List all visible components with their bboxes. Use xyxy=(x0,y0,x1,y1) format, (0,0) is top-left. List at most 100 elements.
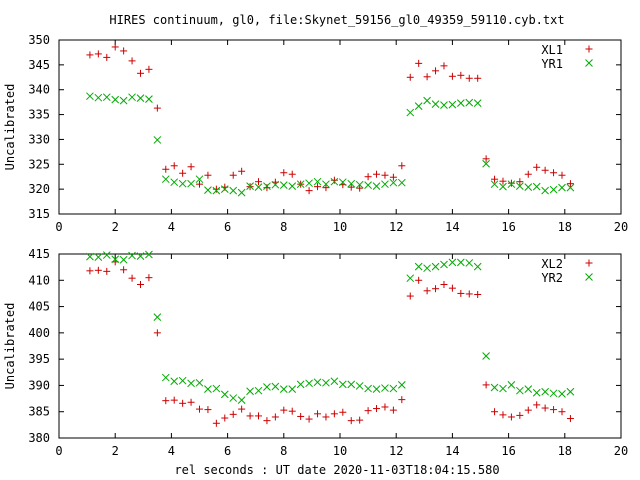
data-point-yr2 xyxy=(263,383,271,391)
data-point-yr1 xyxy=(212,186,221,195)
data-point-xl1 xyxy=(423,73,431,81)
data-point-xl1 xyxy=(145,65,153,73)
data-point-yr2 xyxy=(499,384,507,393)
data-point-yr2 xyxy=(456,258,465,267)
data-point-xl2 xyxy=(415,276,423,284)
y-tick-label: 400 xyxy=(28,326,50,340)
data-point-xl2 xyxy=(491,408,499,416)
data-point-yr1 xyxy=(237,188,246,197)
y-tick-label: 390 xyxy=(28,378,50,392)
data-point-xl2 xyxy=(347,417,355,425)
data-point-yr1 xyxy=(524,183,533,192)
data-point-yr1 xyxy=(263,182,271,191)
y-tick-label: 385 xyxy=(28,405,50,419)
data-point-xl2 xyxy=(507,413,515,421)
data-point-xl2 xyxy=(381,403,389,411)
data-point-xl1 xyxy=(179,169,187,177)
data-point-xl2 xyxy=(398,396,406,404)
x-tick-label: 4 xyxy=(168,444,175,458)
top-data-points xyxy=(86,43,575,197)
data-point-yr1 xyxy=(515,182,524,191)
bottom-data-points xyxy=(86,250,575,427)
legend-marker-yr1 xyxy=(585,59,593,67)
data-point-yr1 xyxy=(389,178,398,187)
data-point-xl1 xyxy=(263,184,271,192)
y-tick-label: 410 xyxy=(28,273,50,287)
data-point-xl1 xyxy=(507,179,515,187)
data-point-xl1 xyxy=(103,53,111,61)
data-point-yr1 xyxy=(440,101,448,109)
data-point-xl1 xyxy=(381,171,389,179)
data-point-xl2 xyxy=(474,290,482,298)
data-point-yr1 xyxy=(549,185,558,194)
data-point-xl1 xyxy=(280,169,288,177)
data-point-yr1 xyxy=(473,99,482,107)
data-point-yr1 xyxy=(153,136,162,144)
y-tick-label: 415 xyxy=(28,247,50,261)
data-point-xl1 xyxy=(153,104,161,112)
data-point-yr1 xyxy=(558,183,566,192)
data-point-xl2 xyxy=(263,417,271,425)
x-tick-label: 18 xyxy=(558,220,572,234)
data-point-yr2 xyxy=(532,388,541,397)
legend-marker-yr2 xyxy=(585,273,593,281)
x-tick-label: 8 xyxy=(280,220,287,234)
data-point-xl2 xyxy=(103,267,111,275)
data-point-yr1 xyxy=(136,94,145,103)
y-tick-label: 315 xyxy=(28,207,50,221)
data-point-xl2 xyxy=(238,405,246,413)
x-tick-label: 16 xyxy=(501,444,515,458)
x-tick-label: 20 xyxy=(614,444,628,458)
x-tick-label: 14 xyxy=(445,220,459,234)
data-point-xl2 xyxy=(212,419,220,427)
x-tick-label: 20 xyxy=(614,220,628,234)
data-point-xl2 xyxy=(162,397,170,405)
data-point-xl1 xyxy=(111,43,119,51)
data-point-xl1 xyxy=(482,155,490,163)
data-point-yr2 xyxy=(431,262,440,271)
bottom-y-axis-label: Uncalibrated xyxy=(3,303,17,390)
data-point-xl1 xyxy=(120,47,128,55)
data-point-yr1 xyxy=(161,175,170,184)
data-point-yr1 xyxy=(507,180,516,189)
data-point-xl1 xyxy=(491,175,499,183)
data-point-xl2 xyxy=(524,406,532,414)
data-point-yr2 xyxy=(549,389,558,398)
data-point-xl1 xyxy=(541,166,549,174)
data-point-yr1 xyxy=(338,178,347,187)
legend-marker-xl1 xyxy=(585,45,593,53)
data-point-xl2 xyxy=(482,381,490,389)
bottom-plot-frame xyxy=(58,253,622,439)
data-point-xl1 xyxy=(347,183,355,191)
data-point-xl2 xyxy=(179,399,187,407)
data-point-yr2 xyxy=(473,262,482,271)
y-tick-label: 405 xyxy=(28,300,50,314)
data-point-yr2 xyxy=(279,385,288,393)
data-point-yr1 xyxy=(229,186,238,195)
x-tick-label: 2 xyxy=(112,444,119,458)
data-point-xl2 xyxy=(440,280,448,288)
data-point-xl2 xyxy=(314,410,322,418)
data-point-xl1 xyxy=(440,62,448,70)
data-point-yr1 xyxy=(296,180,305,189)
data-point-yr2 xyxy=(170,377,179,386)
data-point-yr1 xyxy=(195,175,204,184)
data-point-yr1 xyxy=(355,180,364,189)
data-point-yr2 xyxy=(229,394,238,402)
legend-label-yr1: YR1 xyxy=(541,57,563,71)
data-point-xl2 xyxy=(246,412,254,420)
data-point-yr2 xyxy=(86,252,94,261)
data-point-yr2 xyxy=(440,260,448,269)
data-point-xl2 xyxy=(94,266,102,274)
data-point-xl1 xyxy=(356,184,364,192)
data-point-xl2 xyxy=(170,396,178,404)
data-point-yr2 xyxy=(330,377,339,386)
data-point-yr2 xyxy=(212,384,221,393)
data-point-yr2 xyxy=(313,378,322,387)
data-point-xl2 xyxy=(533,401,541,409)
data-point-yr2 xyxy=(381,384,389,392)
data-point-yr1 xyxy=(423,96,431,105)
data-point-xl2 xyxy=(516,411,524,419)
bottom-legend: XL2 YR2 xyxy=(541,257,593,285)
